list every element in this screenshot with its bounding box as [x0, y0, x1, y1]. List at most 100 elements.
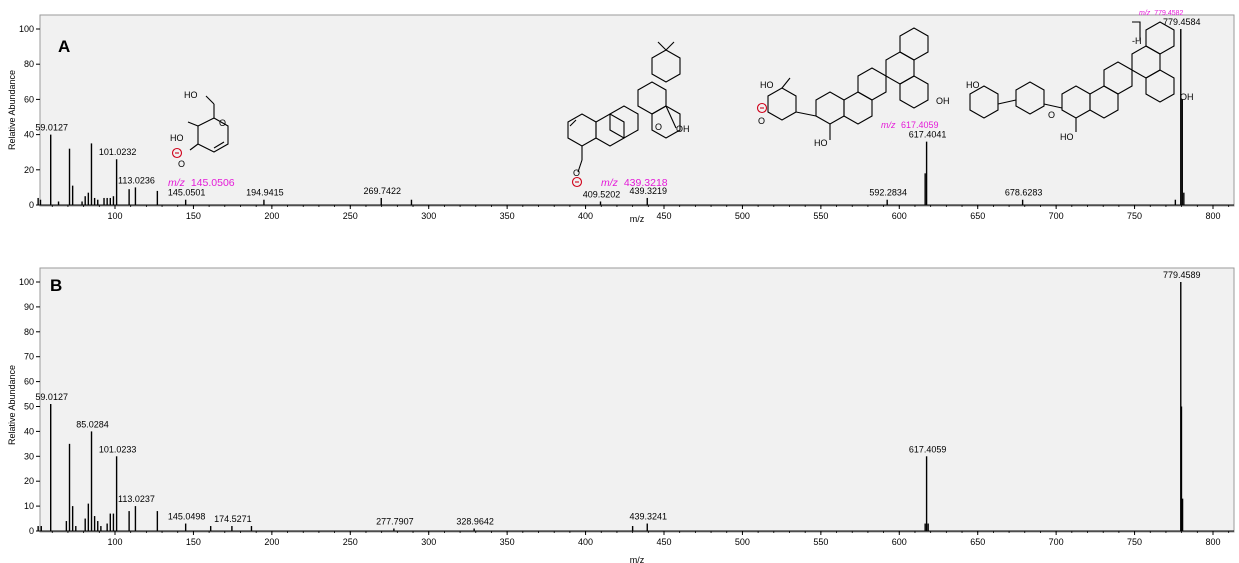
x-axis-title-b: m/z [630, 555, 645, 563]
x-tick-label: 650 [970, 211, 985, 221]
y-tick-label: 10 [24, 501, 34, 511]
struct-label-oh-3: OH [1180, 92, 1194, 102]
structure-sugar-fragment [171, 95, 229, 159]
plot-area-a [39, 14, 1235, 207]
x-tick-label: 550 [813, 211, 828, 221]
y-tick-label: 30 [24, 451, 34, 461]
x-tick-label: 250 [343, 211, 358, 221]
panel-letter-b: B [50, 276, 62, 295]
peak-label: 174.5271 [214, 514, 252, 524]
mz-value: 617.4059 [901, 120, 939, 130]
peak-label: 779.4584 [1163, 17, 1201, 27]
x-tick-label: 300 [421, 211, 436, 221]
x-axis-title-a: m/z [630, 214, 645, 224]
peak-label: 779.4589 [1163, 270, 1201, 280]
peak-label: 269.7422 [363, 186, 401, 196]
mz-value: 779.4582 [1154, 10, 1183, 17]
x-tick-label: 800 [1205, 211, 1220, 221]
struct-label-ho-5: HO [966, 80, 980, 90]
axes-panel-b: 0 10 20 30 40 50 60 70 80 90 100 100 150 200 250 300 350… [19, 277, 1234, 547]
x-tick-label: 400 [578, 211, 593, 221]
x-tick-label: 450 [656, 211, 671, 221]
y-tick-label: 100 [19, 24, 34, 34]
x-tick-label: 150 [186, 537, 201, 547]
struct-label-o-1: O [219, 118, 226, 128]
x-tick-label: 500 [735, 211, 750, 221]
peak-label: 59.0127 [35, 392, 68, 402]
y-tick-label: 20 [24, 165, 34, 175]
x-tick-label: 100 [107, 537, 122, 547]
x-tick-label: 700 [1049, 537, 1064, 547]
struct-label-o-3: O [655, 122, 662, 132]
x-tick-label: 650 [970, 537, 985, 547]
y-tick-label: 60 [24, 377, 34, 387]
x-tick-label: 350 [500, 211, 515, 221]
struct-label-o-4: O [573, 168, 580, 178]
x-tick-label: 750 [1127, 537, 1142, 547]
x-tick-label: 600 [892, 537, 907, 547]
y-axis-title-b: Relative Abundance [7, 365, 17, 445]
peak-label: 101.0233 [99, 444, 137, 454]
peak-labels-panel-a: 59.0127 101.0232 113.0236 145.0501 194.9415 2… [35, 17, 1200, 199]
struct-label-ho-3: HO [760, 80, 774, 90]
mz-prefix: m/z [601, 177, 619, 189]
struct-label-ho-1: HO [184, 90, 198, 100]
x-tick-label: 700 [1049, 211, 1064, 221]
peak-label: 328.9642 [456, 517, 494, 527]
x-tick-label: 800 [1205, 537, 1220, 547]
structure-aglycone [567, 41, 681, 188]
x-tick-label: 550 [813, 537, 828, 547]
y-tick-label: 0 [29, 526, 34, 536]
mz-value: 439.3218 [624, 177, 668, 189]
mz-annotation-779: m/z 779.4582 [1139, 10, 1184, 17]
mz-annotation-439: m/z 439.3218 [601, 177, 668, 189]
struct-label-ho-2: HO [170, 133, 184, 143]
x-tick-label: 600 [892, 211, 907, 221]
struct-label-o-2: O [178, 159, 185, 169]
y-tick-label: 80 [24, 327, 34, 337]
y-tick-label: 50 [24, 402, 34, 412]
peaks-panel-b [37, 282, 1184, 531]
x-tick-label: 350 [500, 537, 515, 547]
plot-area-b [39, 267, 1235, 533]
structure-diglycoside [969, 21, 1175, 132]
axes-panel-a: 0 20 40 60 80 100 100 150 200 250 300 350 400 450 500 5… [19, 24, 1234, 221]
y-tick-label: 40 [24, 426, 34, 436]
peak-label: 101.0232 [99, 147, 137, 157]
peak-label: 592.2834 [869, 188, 907, 198]
struct-label-minus-h: -H [1132, 36, 1142, 46]
struct-label-o-5: O [758, 116, 765, 126]
y-tick-label: 20 [24, 476, 34, 486]
x-tick-label: 450 [656, 537, 671, 547]
peak-label: 85.0284 [76, 419, 109, 429]
peak-label: 617.4041 [909, 130, 947, 140]
peak-label: 194.9415 [246, 188, 284, 198]
mz-value: 145.0506 [191, 177, 235, 189]
peak-label: 409.5202 [583, 189, 621, 199]
peak-label: 145.0498 [168, 512, 206, 522]
y-tick-label: 100 [19, 277, 34, 287]
struct-label-o-6: O [1048, 110, 1055, 120]
peak-label: 113.0236 [118, 175, 155, 185]
x-tick-label: 200 [264, 537, 279, 547]
peak-label: 678.6283 [1005, 188, 1043, 198]
y-axis-title-a: Relative Abundance [7, 70, 17, 150]
mz-prefix: m/z [1139, 10, 1151, 17]
structure-monoglycoside [756, 27, 929, 140]
struct-label-oh-1: OH [676, 124, 690, 134]
y-tick-label: 60 [24, 94, 34, 104]
y-tick-label: 0 [29, 200, 34, 210]
y-tick-label: 40 [24, 130, 34, 140]
peak-label: 145.0501 [168, 188, 206, 198]
x-tick-label: 300 [421, 537, 436, 547]
x-tick-label: 500 [735, 537, 750, 547]
panel-letter-a: A [58, 37, 70, 56]
x-tick-label: 750 [1127, 211, 1142, 221]
x-tick-label: 100 [107, 211, 122, 221]
mz-prefix: m/z [881, 120, 896, 130]
peak-label: 439.3219 [629, 186, 667, 196]
struct-label-ho-4: HO [814, 138, 828, 148]
x-tick-label: 200 [264, 211, 279, 221]
x-tick-label: 400 [578, 537, 593, 547]
